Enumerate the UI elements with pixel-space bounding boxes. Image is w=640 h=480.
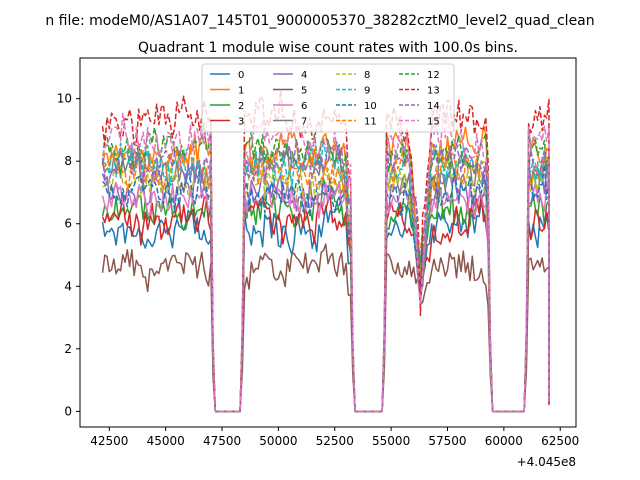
- series-line-10: [102, 163, 550, 413]
- legend-label-11: 11: [364, 117, 377, 128]
- chart-title: Quadrant 1 module wise count rates with …: [138, 40, 518, 56]
- x-tick-label: 50000: [259, 434, 297, 448]
- y-tick-label: 6: [64, 217, 72, 231]
- plot-frame: [79, 57, 577, 428]
- figure-suptitle: n file: modeM0/AS1A07_145T01_9000005370_…: [45, 13, 594, 29]
- series-layer: [101, 89, 550, 413]
- legend-label-3: 3: [238, 117, 244, 128]
- y-tick-label: 8: [64, 154, 72, 168]
- legend-label-4: 4: [301, 70, 307, 81]
- legend-label-12: 12: [427, 70, 440, 81]
- legend-label-6: 6: [301, 101, 307, 112]
- x-tick-label: 45000: [147, 434, 185, 448]
- y-tick-label: 0: [64, 404, 72, 418]
- x-axis: 42500 45000 47500 50000 52500 55000 57500 60000…: [90, 427, 579, 448]
- x-tick-label: 42500: [90, 434, 128, 448]
- x-axis-offset-label: +4.045e8: [517, 455, 576, 469]
- series-line-14: [101, 139, 550, 413]
- series-line-0: [101, 196, 550, 413]
- legend-label-5: 5: [301, 86, 307, 97]
- legend-box: [201, 63, 455, 133]
- y-tick-label: 2: [64, 342, 72, 356]
- legend-label-7: 7: [301, 117, 307, 128]
- y-tick-label: 10: [57, 92, 72, 106]
- x-tick-label: 55000: [372, 434, 410, 448]
- legend-label-8: 8: [364, 70, 370, 81]
- series-line-11: [102, 143, 550, 413]
- legend-label-0: 0: [238, 70, 244, 81]
- legend-label-2: 2: [238, 101, 244, 112]
- x-tick-label: 62500: [541, 434, 579, 448]
- legend-label-13: 13: [427, 86, 440, 97]
- series-line-12: [101, 121, 550, 413]
- series-line-15: [101, 108, 550, 413]
- series-line-5: [101, 243, 550, 413]
- x-tick-label: 60000: [485, 434, 523, 448]
- legend-label-14: 14: [427, 101, 440, 112]
- x-tick-label: 52500: [316, 434, 354, 448]
- legend-label-10: 10: [364, 101, 377, 112]
- y-tick-label: 4: [64, 279, 72, 293]
- series-line-3: [101, 192, 550, 413]
- legend-label-9: 9: [364, 86, 370, 97]
- x-tick-label: 57500: [428, 434, 466, 448]
- legend-label-1: 1: [238, 86, 244, 97]
- x-tick-label: 47500: [203, 434, 241, 448]
- legend-label-15: 15: [427, 117, 440, 128]
- y-axis: 0 2 4 6 8 10: [57, 92, 80, 418]
